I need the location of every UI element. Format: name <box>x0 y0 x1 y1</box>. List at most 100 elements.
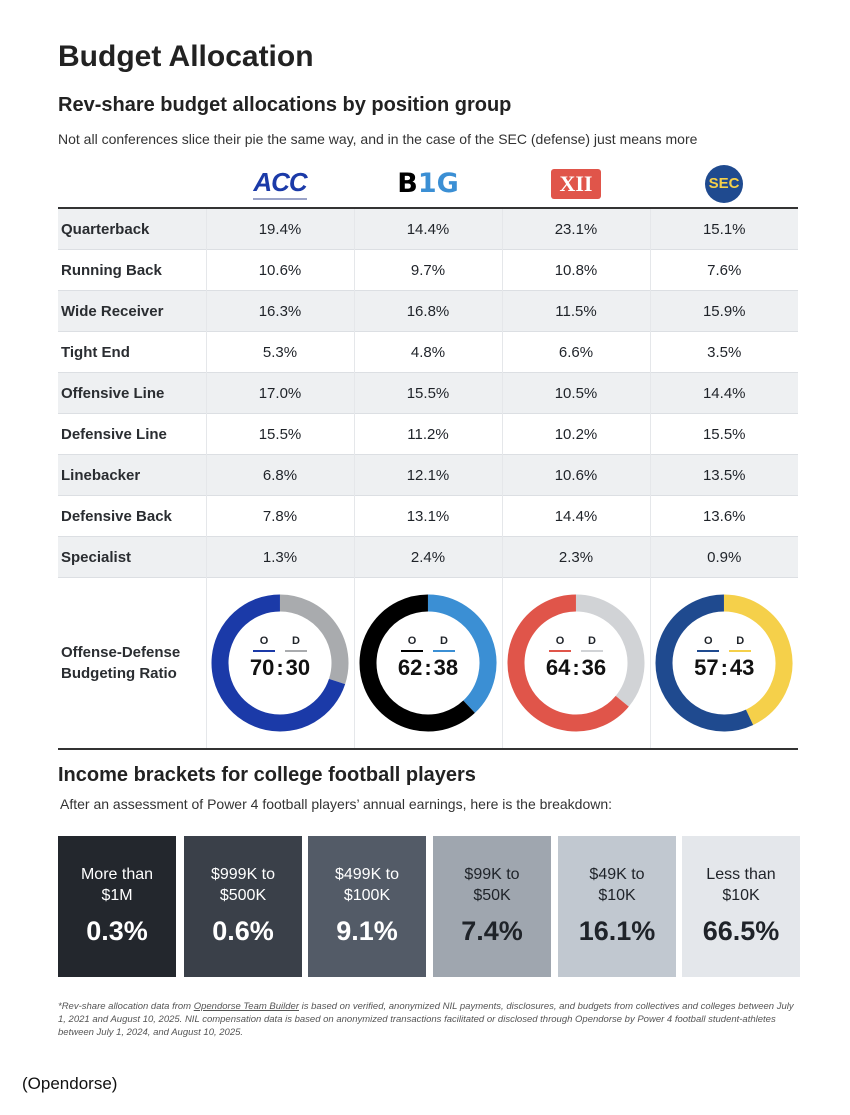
offense-value: 70 <box>249 655 275 680</box>
table-row: Defensive Back 7.8% 13.1% 14.4% 13.6% <box>58 495 798 537</box>
offense-key: O <box>549 635 571 652</box>
allocation-cell: 6.6% <box>502 331 651 373</box>
allocation-cell: 10.2% <box>502 413 651 455</box>
donut-chart <box>211 594 349 732</box>
bracket-value: 66.5% <box>702 916 780 946</box>
defense-arc <box>427 594 497 713</box>
position-label: Tight End <box>58 331 207 373</box>
ratio-separator: : <box>720 655 728 680</box>
header-blank <box>58 160 206 209</box>
offense-arc <box>359 594 475 732</box>
bracket-label: More than $1M <box>80 866 154 904</box>
allocation-cell: 4.8% <box>354 331 503 373</box>
bracket-label: $99K to $50K <box>464 866 520 904</box>
logo-big-ten: B1G <box>354 160 502 209</box>
allocation-cell: 15.1% <box>702 220 746 238</box>
position-label: Defensive Back <box>58 495 207 537</box>
section-title: Rev-share budget allocations by position… <box>58 94 512 116</box>
allocation-cell: 13.1% <box>354 495 503 537</box>
position-label: Offensive Line <box>58 372 207 414</box>
income-bracket: $99K to $50K 7.4% <box>433 836 551 977</box>
defense-key: D <box>729 635 752 652</box>
allocation-cell: 13.6% <box>702 507 746 525</box>
allocation-cell: 5.3% <box>206 331 355 373</box>
position-label: Quarterback <box>58 208 207 250</box>
bracket-value: 9.1% <box>336 916 398 946</box>
table-row: Defensive Line 15.5% 11.2% 10.2% 15.5% <box>58 413 798 455</box>
acc-logo-text: ACC <box>253 167 308 200</box>
offense-arc <box>655 594 754 732</box>
allocation-cell: 15.5% <box>206 413 355 455</box>
offense-arc <box>211 594 346 732</box>
allocation-cell: 3.5% <box>707 343 742 361</box>
offense-value: 64 <box>545 655 571 680</box>
allocation-cell: 1.3% <box>206 536 355 578</box>
position-label: Specialist <box>58 536 207 578</box>
allocation-cell: 14.4% <box>354 208 503 250</box>
allocation-table: ACC B1G XII SEC Quarterback 19.4% 14.4% 23.… <box>58 160 798 750</box>
donut-chart <box>359 594 497 732</box>
defense-value: 38 <box>433 655 459 680</box>
bracket-value: 7.4% <box>461 916 523 946</box>
bracket-value: 0.6% <box>212 916 274 946</box>
allocation-cell: 0.9% <box>707 548 742 566</box>
ratio-separator: : <box>572 655 580 680</box>
allocation-cell: 10.6% <box>502 454 651 496</box>
offense-value: 57 <box>694 655 719 680</box>
allocation-cell: 15.5% <box>702 425 746 443</box>
footnote-text: *Rev-share allocation data from <box>58 1001 194 1012</box>
defense-key: D <box>433 635 455 652</box>
income-bracket: $999K to $500K 0.6% <box>184 836 302 977</box>
ratio-label-line: Budgeting Ratio <box>61 665 177 682</box>
ratio-value: 57:43 <box>654 655 794 681</box>
income-bracket: $499K to $100K 9.1% <box>308 836 426 977</box>
ratio-value: 62:38 <box>358 655 498 681</box>
logo-big-12: XII <box>502 160 650 209</box>
ratio-value: 70:30 <box>210 655 350 681</box>
table-row: Tight End 5.3% 4.8% 6.6% 3.5% <box>58 331 798 373</box>
allocation-cell: 10.6% <box>206 249 355 291</box>
income-subtitle: After an assessment of Power 4 football … <box>60 796 613 812</box>
ratio-label-line: Offense-Defense <box>61 644 181 661</box>
allocation-cell: 17.0% <box>206 372 355 414</box>
ratio-separator: : <box>276 655 284 680</box>
allocation-cell: 11.2% <box>354 413 503 455</box>
offense-key: O <box>401 635 423 652</box>
offense-arc <box>507 594 629 732</box>
team-builder-link[interactable]: Opendorse Team Builder <box>193 1001 299 1012</box>
allocation-cell: 2.3% <box>502 536 651 578</box>
donut-chart <box>655 594 793 732</box>
allocation-cell: 23.1% <box>502 208 651 250</box>
allocation-cell: 10.5% <box>502 372 651 414</box>
defense-arc <box>279 594 349 685</box>
allocation-cell: 14.4% <box>502 495 651 537</box>
bracket-value: 16.1% <box>578 916 656 946</box>
allocation-cell: 7.6% <box>707 261 742 279</box>
bracket-value: 0.3% <box>86 916 148 946</box>
ratio-value: 64:36 <box>506 655 646 681</box>
allocation-cell: 16.8% <box>354 290 503 332</box>
income-bracket: $49K to $10K 16.1% <box>558 836 676 977</box>
table-row: Offensive Line 17.0% 15.5% 10.5% 14.4% <box>58 372 798 414</box>
allocation-cell: 15.9% <box>702 302 746 320</box>
position-label: Wide Receiver <box>58 290 207 332</box>
defense-key: D <box>581 635 603 652</box>
offense-key: O <box>697 635 720 652</box>
table-row: Linebacker 6.8% 12.1% 10.6% 13.5% <box>58 454 798 496</box>
footnote: *Rev-share allocation data from Opendors… <box>58 1000 803 1039</box>
offense-key: O <box>253 635 275 652</box>
income-bracket: More than $1M 0.3% <box>58 836 176 977</box>
allocation-cell: 6.8% <box>206 454 355 496</box>
defense-arc <box>723 594 793 725</box>
ratio-separator: : <box>424 655 432 680</box>
offense-value: 62 <box>397 655 423 680</box>
page-title: Budget Allocation <box>58 40 314 73</box>
position-label: Running Back <box>58 249 207 291</box>
